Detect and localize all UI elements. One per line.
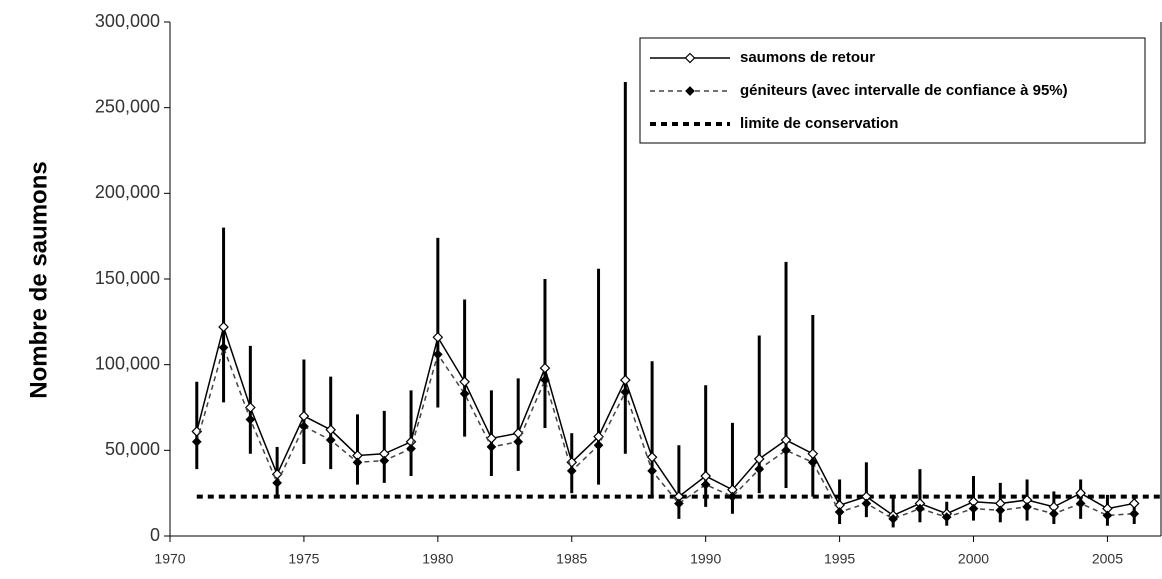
x-tick-label: 2005 <box>1092 551 1123 567</box>
marker <box>272 478 282 488</box>
marker <box>995 505 1006 516</box>
marker <box>915 503 925 514</box>
marker <box>298 410 310 422</box>
legend-label: géniteurs (avec intervalle de confiance … <box>740 82 1068 99</box>
y-tick-label: 50,000 <box>105 439 160 459</box>
marker <box>700 479 711 490</box>
marker <box>753 453 765 465</box>
y-tick-label: 300,000 <box>95 11 160 31</box>
marker <box>861 498 872 509</box>
marker <box>432 349 443 360</box>
marker <box>325 424 337 436</box>
marker <box>781 445 791 456</box>
y-axis-label: Nombre de saumons <box>25 161 52 398</box>
marker <box>1075 487 1086 499</box>
x-tick-label: 1990 <box>690 551 721 567</box>
marker <box>754 464 765 475</box>
marker <box>379 455 390 466</box>
marker <box>459 376 470 388</box>
y-tick-label: 200,000 <box>95 182 160 202</box>
marker <box>593 440 604 451</box>
marker <box>619 374 631 386</box>
marker <box>1049 508 1059 519</box>
marker <box>540 375 550 385</box>
marker <box>566 466 577 476</box>
marker <box>646 451 658 463</box>
y-tick-label: 250,000 <box>95 96 160 116</box>
marker <box>968 503 979 514</box>
marker <box>245 402 256 413</box>
marker <box>352 457 363 468</box>
x-tick-label: 1985 <box>556 551 587 567</box>
x-tick-label: 2000 <box>958 551 989 567</box>
marker <box>727 491 738 502</box>
marker <box>299 421 309 432</box>
marker <box>486 442 497 452</box>
legend-label: limite de conservation <box>740 115 898 132</box>
x-tick-label: 1970 <box>154 551 185 567</box>
marker <box>674 498 684 509</box>
marker <box>647 466 657 476</box>
marker <box>807 448 819 460</box>
marker <box>1102 510 1113 521</box>
x-tick-label: 1975 <box>288 551 319 567</box>
y-tick-label: 0 <box>150 525 160 545</box>
marker <box>432 331 444 343</box>
marker <box>218 342 229 353</box>
marker <box>1022 502 1032 512</box>
marker <box>486 432 497 444</box>
marker <box>218 321 229 333</box>
marker <box>941 512 952 523</box>
marker <box>620 387 631 397</box>
marker <box>1128 498 1140 509</box>
y-tick-label: 100,000 <box>95 353 160 373</box>
marker <box>807 457 818 468</box>
marker <box>834 507 845 517</box>
series-line <box>196 345 1135 520</box>
marker <box>1129 508 1140 519</box>
marker <box>245 414 256 425</box>
marker <box>191 436 202 447</box>
marker <box>1075 498 1086 509</box>
series-line <box>196 324 1135 517</box>
x-tick-label: 1995 <box>824 551 855 567</box>
legend-marker <box>684 52 696 64</box>
marker <box>459 388 470 399</box>
x-tick-label: 1980 <box>422 551 453 567</box>
marker <box>406 443 416 454</box>
marker <box>780 434 792 446</box>
y-tick-label: 150,000 <box>95 268 160 288</box>
marker <box>539 362 551 374</box>
marker <box>888 514 899 524</box>
legend-marker <box>685 86 695 96</box>
legend-label: saumons de retour <box>740 49 875 66</box>
marker <box>325 435 336 445</box>
marker <box>513 436 524 447</box>
